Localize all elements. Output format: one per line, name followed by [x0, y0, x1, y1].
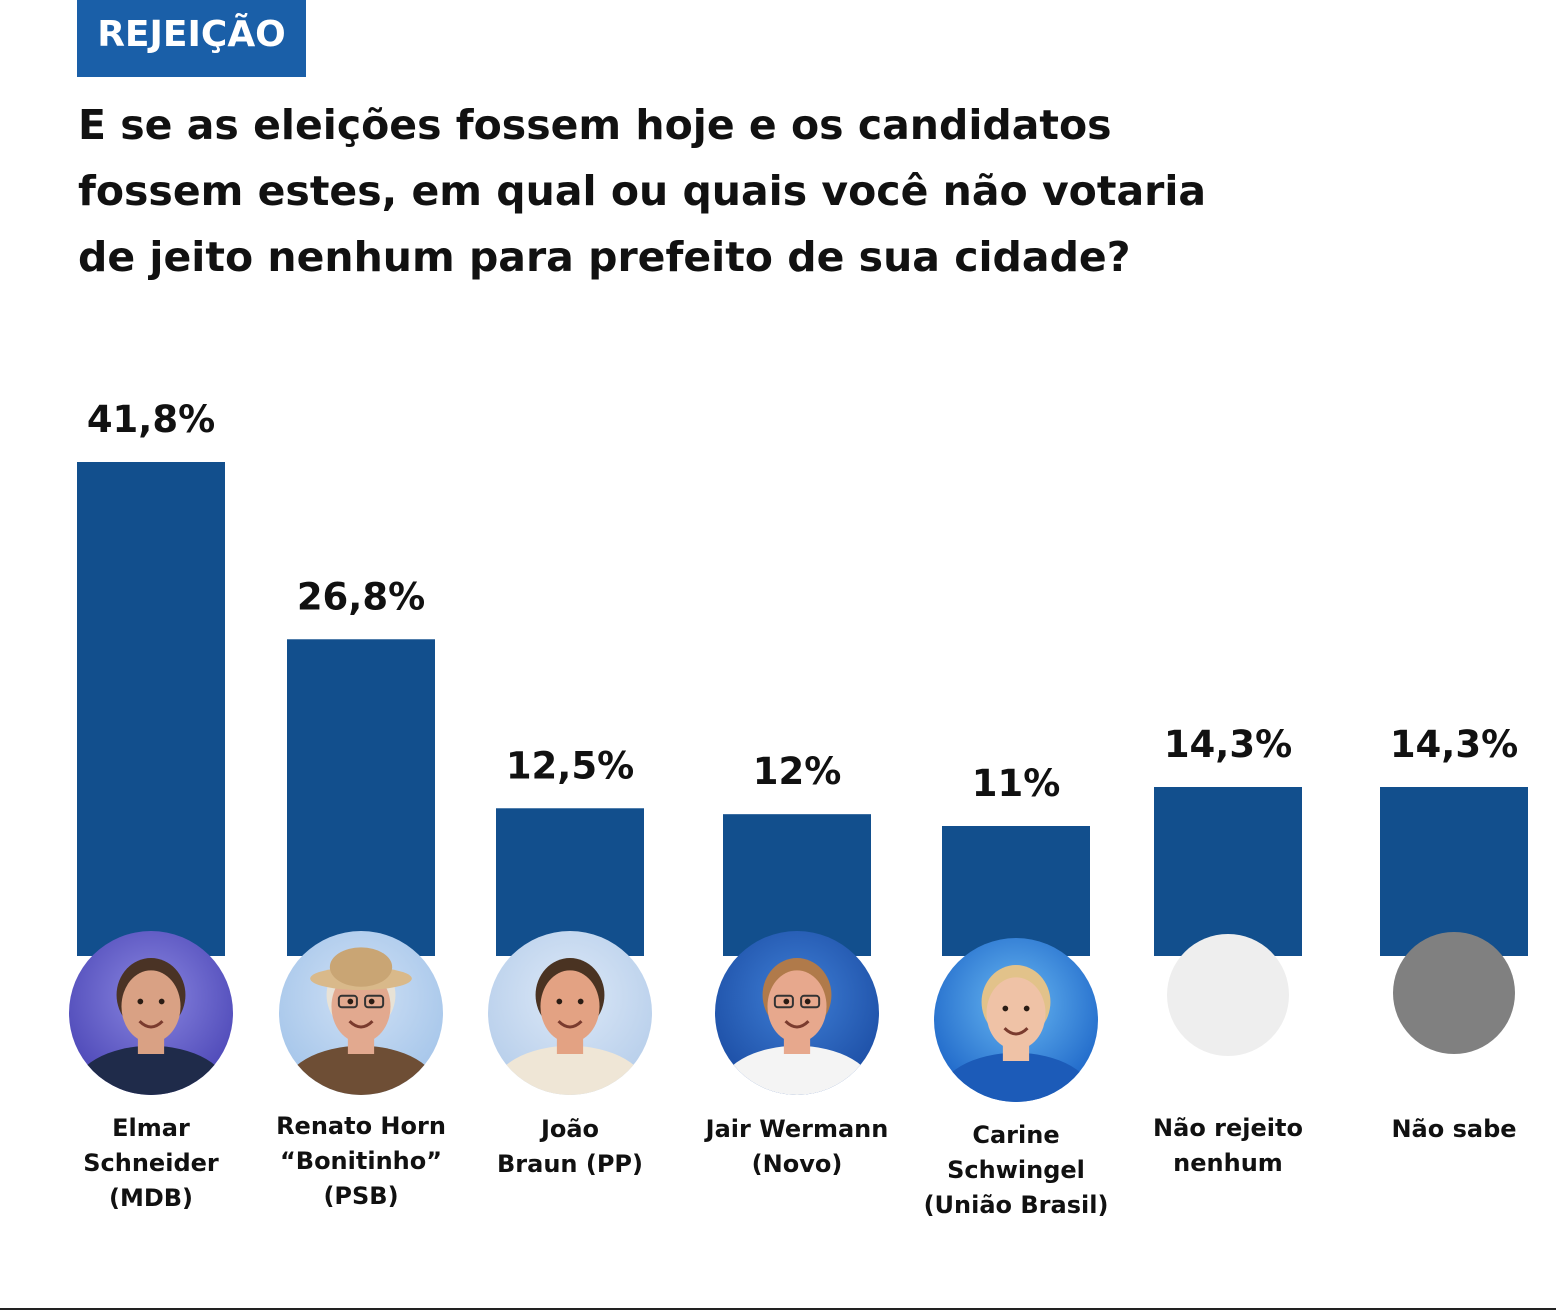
category-label-1-line-2: (PSB) [323, 1182, 398, 1210]
category-label-0-line-1: Schneider [83, 1149, 219, 1177]
candidate-photo-renato-horn [279, 931, 443, 1095]
chart-question: E se as eleições fossem hoje e os candid… [78, 92, 1318, 290]
category-label-5-line-1: nenhum [1173, 1149, 1283, 1177]
category-label-4-line-1: Schwingel [947, 1156, 1085, 1184]
category-label-6-line-0: Não sabe [1391, 1115, 1516, 1143]
question-line-3: de jeito nenhum para prefeito de sua cid… [78, 233, 1131, 281]
value-label-5: 14,3% [1164, 723, 1292, 766]
value-label-3: 12% [753, 750, 842, 793]
category-label-3-line-0: Jair Wermann [704, 1115, 889, 1143]
section-tag: REJEIÇÃO [77, 0, 306, 77]
question-line-1: E se as eleições fossem hoje e os candid… [78, 101, 1112, 149]
category-label-2-line-0: João [539, 1115, 599, 1143]
category-label-1-line-0: Renato Horn [276, 1112, 446, 1140]
bar-4 [942, 826, 1090, 956]
placeholder-circle-dark [1393, 932, 1515, 1054]
category-label-4-line-0: Carine [972, 1121, 1059, 1149]
value-label-0: 41,8% [87, 398, 215, 441]
value-label-2: 12,5% [506, 744, 634, 787]
bottom-divider [0, 1308, 1556, 1310]
category-label-4-line-2: (União Brasil) [924, 1191, 1109, 1219]
category-label-0-line-2: (MDB) [109, 1184, 193, 1212]
placeholder-circle-light [1167, 934, 1289, 1056]
bar-5 [1154, 787, 1302, 956]
candidate-photo-elmar-schneider [69, 931, 233, 1095]
bar-6 [1380, 787, 1528, 956]
question-line-2: fossem estes, em qual ou quais você não … [78, 167, 1207, 215]
candidate-photo-joao-braun [488, 931, 652, 1095]
category-label-5-line-0: Não rejeito [1153, 1114, 1303, 1142]
category-label-0-line-0: Elmar [112, 1114, 190, 1142]
candidate-photo-jair-wermann [715, 931, 879, 1095]
value-label-1: 26,8% [297, 575, 425, 618]
bar-1 [287, 639, 435, 956]
value-label-4: 11% [972, 762, 1061, 805]
category-label-3-line-1: (Novo) [752, 1150, 843, 1178]
value-label-6: 14,3% [1390, 723, 1518, 766]
category-label-2-line-1: Braun (PP) [497, 1150, 643, 1178]
category-label-1-line-1: “Bonitinho” [280, 1147, 442, 1175]
bar-0 [77, 462, 225, 956]
candidate-photo-carine-schwingel [934, 938, 1098, 1102]
